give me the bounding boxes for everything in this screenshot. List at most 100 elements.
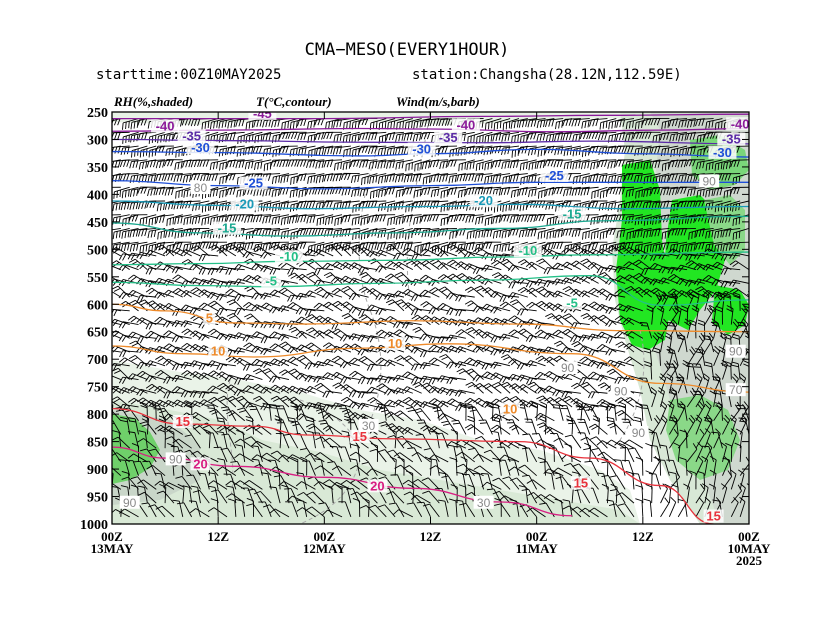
wind-barb (156, 490, 175, 504)
temperature-contour-label: -30 (412, 142, 431, 157)
legend-rh: RH(%,shaded) (113, 94, 193, 109)
wind-barb (137, 131, 157, 141)
wind-barb (125, 460, 139, 476)
wind-barb (112, 265, 122, 271)
wind-barb (296, 273, 316, 284)
wind-barb (171, 346, 192, 354)
chart-title: CMA−MESO(EVERY1HOUR) (305, 40, 510, 60)
wind-barb (118, 508, 139, 518)
wind-barb (304, 385, 325, 394)
wind-barb (112, 482, 122, 490)
wind-barb (137, 228, 157, 237)
wind-barb (209, 200, 228, 211)
wind-barb (118, 376, 139, 384)
wind-barb (137, 485, 148, 504)
wind-barb (282, 433, 299, 449)
y-tick-label: 550 (87, 271, 108, 286)
wind-barb (242, 301, 263, 312)
wind-barb (242, 401, 263, 409)
wind-barb (296, 241, 316, 249)
wind-barb (112, 350, 121, 353)
wind-barb (247, 488, 263, 504)
wind-barb (269, 384, 290, 394)
wind-barb (146, 159, 166, 168)
wind-barb (180, 320, 201, 328)
wind-barb (290, 402, 299, 421)
wind-barbs (112, 117, 749, 518)
wind-barb (136, 251, 157, 260)
wind-barb (287, 302, 307, 312)
wind-barb (189, 307, 210, 315)
wind-barb (302, 460, 316, 476)
wind-barb (145, 399, 166, 408)
wind-barb (295, 307, 316, 315)
temperature-contour-label: -5 (566, 295, 578, 310)
wind-barb (288, 272, 307, 284)
wind-barb (269, 343, 290, 353)
wind-barb (226, 395, 246, 408)
wind-barb (260, 360, 281, 369)
rh-contour-label: 30 (362, 419, 376, 433)
wind-barb (112, 375, 122, 380)
wind-barb (112, 228, 130, 240)
wind-barb (220, 447, 237, 463)
wind-barb (190, 287, 210, 298)
wind-barb (234, 246, 254, 257)
temperature-contour-label: 20 (193, 456, 207, 471)
wind-barb (181, 328, 201, 339)
wind-barb (198, 333, 219, 341)
wind-barb (112, 308, 121, 312)
y-tick-label: 850 (87, 436, 108, 451)
y-tick-label: 500 (87, 243, 108, 258)
wind-barb (180, 361, 201, 369)
wind-barb (271, 173, 290, 185)
wind-barb (287, 417, 299, 435)
wind-barb (129, 159, 148, 169)
wind-barb (251, 440, 272, 449)
wind-barb (171, 399, 192, 408)
rh-contour-label: 80 (194, 181, 208, 195)
rh-area-lower-left-2 (112, 400, 640, 524)
temperature-contour-label: -15 (218, 221, 237, 236)
wind-barb (136, 336, 157, 344)
wind-barb (306, 491, 325, 504)
y-tick-label: 950 (87, 491, 108, 506)
wind-barb (235, 159, 254, 169)
wind-barb (209, 186, 228, 198)
wind-barb (286, 385, 307, 394)
wind-barb (137, 186, 157, 194)
subtitle-starttime: starttime:00Z10MAY2025 (96, 67, 281, 83)
rh-contour-label: 90 (703, 174, 717, 188)
wind-barb (183, 214, 201, 226)
wind-barb (278, 369, 299, 380)
wind-barb (190, 245, 210, 257)
wind-barb (181, 370, 201, 380)
wind-barb (297, 131, 316, 141)
wind-barb (182, 485, 193, 504)
wind-barb (216, 363, 236, 371)
legend-temperature: T(°C,contour) (256, 94, 332, 109)
wind-barb (248, 405, 263, 421)
wind-barb (260, 292, 281, 300)
wind-barb (269, 375, 290, 383)
wind-barb (145, 322, 166, 330)
wind-barb (225, 267, 245, 275)
wind-barb (233, 307, 254, 315)
wind-barb (252, 383, 272, 394)
wind-barb (207, 370, 228, 380)
wind-barb (119, 350, 139, 358)
rh-contour-label: 70 (729, 383, 743, 397)
wind-barb (748, 474, 749, 476)
wind-barb (189, 508, 210, 518)
wind-barb (133, 460, 148, 476)
wind-barb (172, 438, 192, 449)
wind-barb (244, 214, 263, 223)
temperature-contour-label: 15 (706, 509, 720, 524)
wind-barb (305, 423, 325, 435)
wind-barb (120, 241, 139, 252)
wind-barb (254, 159, 272, 171)
wind-barb (162, 399, 183, 408)
wind-barb (278, 385, 299, 394)
wind-barb (252, 228, 272, 236)
wind-barb (233, 347, 254, 355)
